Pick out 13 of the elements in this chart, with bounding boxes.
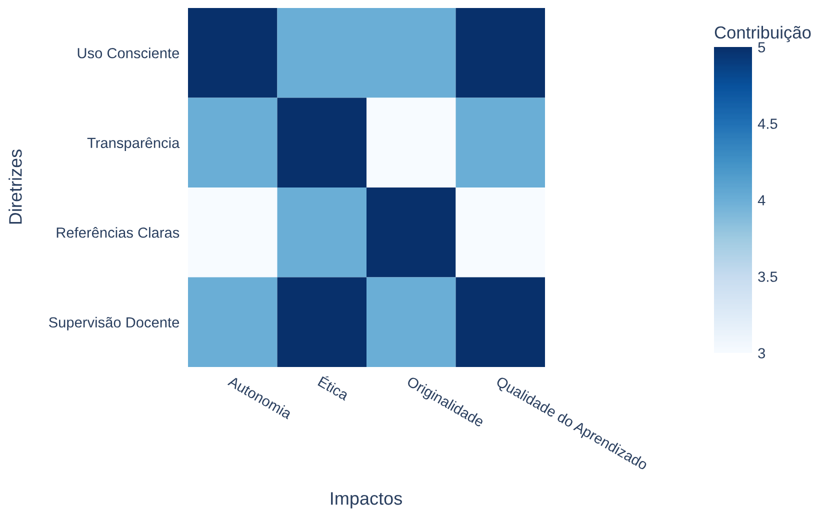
y-tick-label: Referências Claras — [56, 227, 180, 238]
x-tick-label: Ética — [318, 374, 351, 401]
color-bar-label: 3.5 — [758, 272, 778, 282]
y-tick-label: Supervisão Docente — [49, 316, 180, 330]
x-axis-title: Impactos — [331, 492, 402, 508]
y-tick-label: Transparência — [87, 137, 180, 151]
color-bar-label: 5 — [758, 42, 766, 52]
color-bar-label: 4 — [758, 195, 766, 206]
color-bar-label: 4.5 — [758, 118, 778, 129]
y-tick-label: Uso Consciente — [78, 48, 180, 58]
color-bar-label: 3 — [758, 348, 766, 358]
color-bar-title: Contribuição — [714, 26, 811, 42]
y-axis-title: Diretrizes — [8, 150, 22, 224]
